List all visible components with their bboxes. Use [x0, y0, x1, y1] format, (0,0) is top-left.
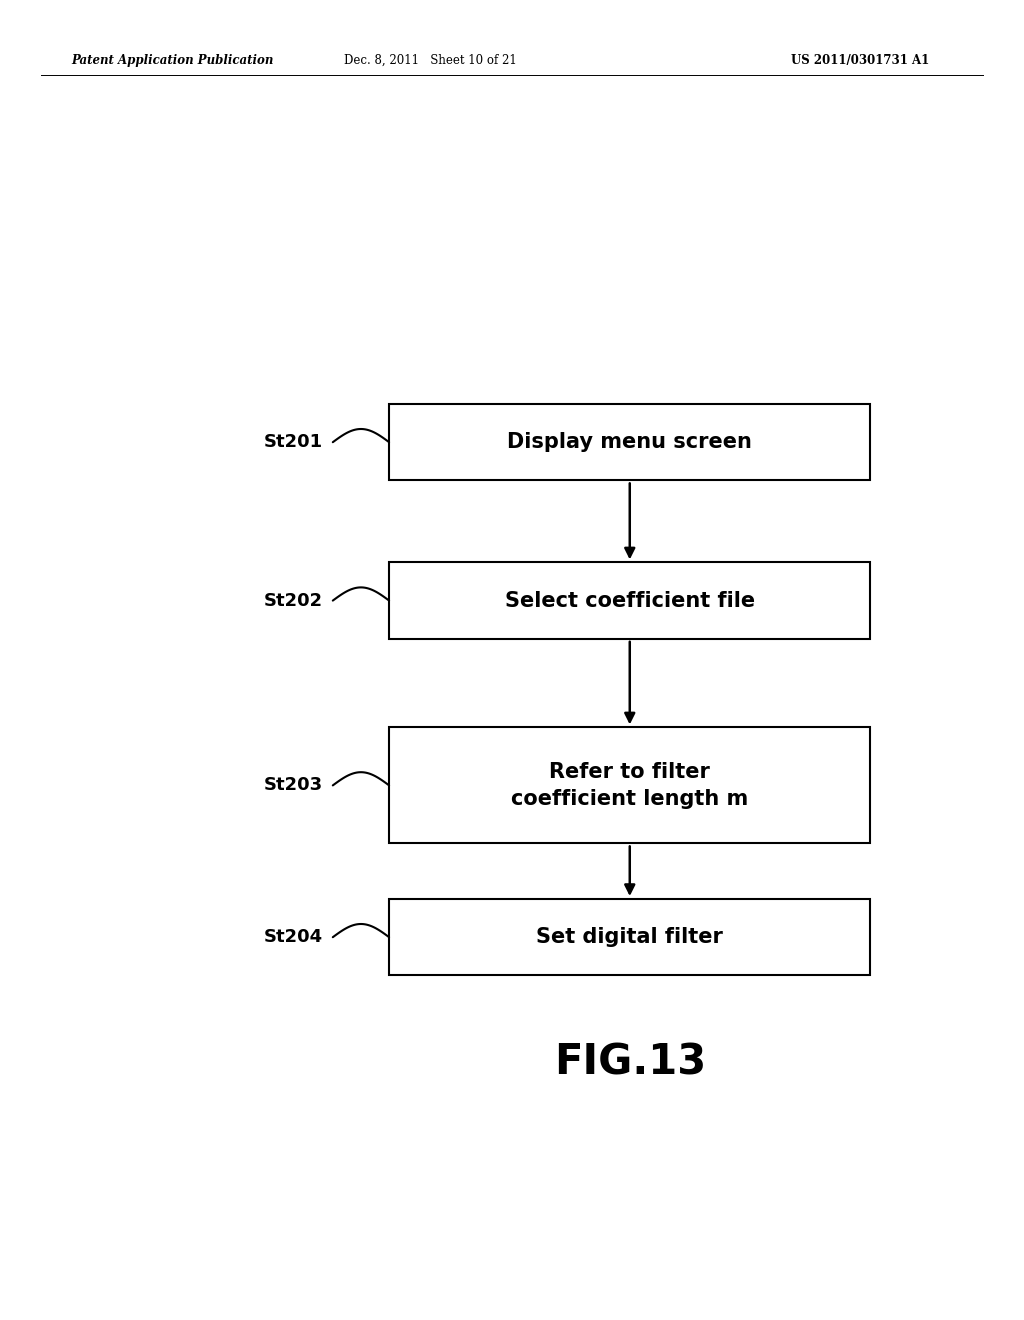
Text: FIG.13: FIG.13 — [554, 1041, 706, 1084]
Bar — [389, 727, 870, 843]
Text: St203: St203 — [263, 776, 323, 795]
Text: Dec. 8, 2011   Sheet 10 of 21: Dec. 8, 2011 Sheet 10 of 21 — [344, 54, 516, 67]
Text: Select coefficient file: Select coefficient file — [505, 590, 755, 611]
Text: Refer to filter
coefficient length m: Refer to filter coefficient length m — [511, 762, 749, 809]
Bar — [389, 562, 870, 639]
Text: Patent Application Publication: Patent Application Publication — [72, 54, 274, 67]
Text: Set digital filter: Set digital filter — [537, 927, 723, 948]
Text: US 2011/0301731 A1: US 2011/0301731 A1 — [791, 54, 930, 67]
Bar — [389, 404, 870, 480]
Text: St202: St202 — [263, 591, 323, 610]
Text: St204: St204 — [263, 928, 323, 946]
Text: St201: St201 — [263, 433, 323, 451]
Bar — [389, 899, 870, 975]
Text: Display menu screen: Display menu screen — [507, 432, 753, 453]
